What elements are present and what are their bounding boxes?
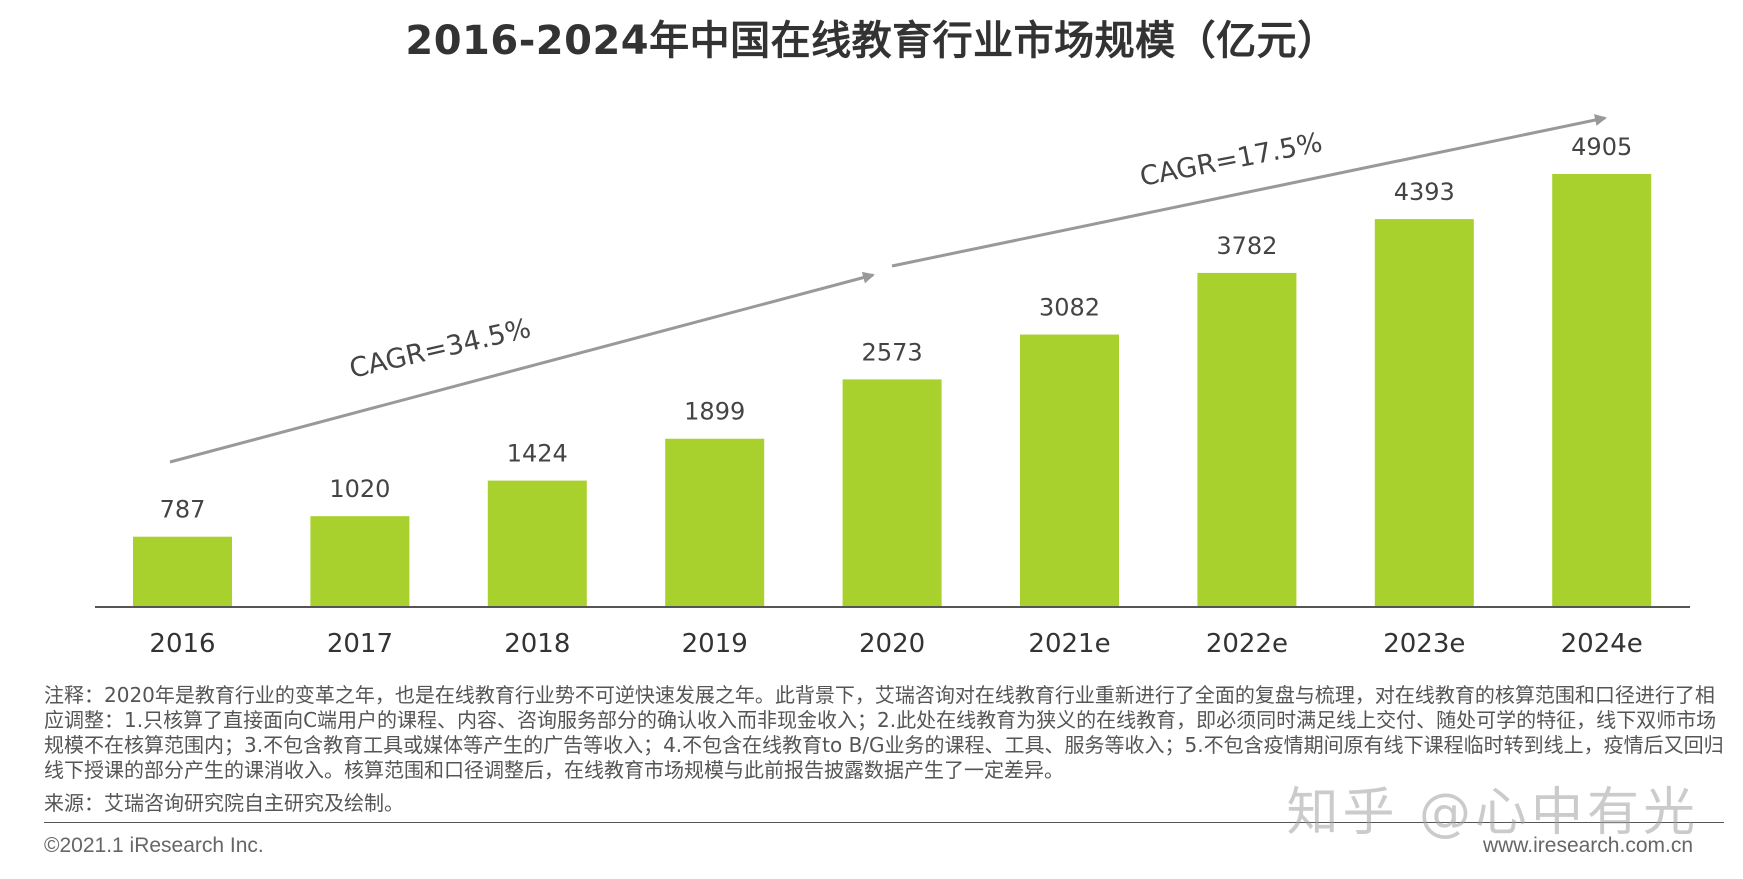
x-tick-label-2023e: 2023e [1383,629,1465,659]
x-tick-label-2016: 2016 [149,629,215,659]
bar-2024e [1552,174,1652,606]
bar-2020 [842,379,942,606]
value-label-2018: 1424 [507,440,568,468]
x-tick-label-2018: 2018 [504,629,570,659]
x-tick-label-2021e: 2021e [1028,629,1110,659]
copyright-text: ©2021.1 iResearch Inc. [44,834,264,857]
x-tick-label-2020: 2020 [859,629,925,659]
cagr-arrow-1 [169,271,875,464]
value-label-2020: 2573 [862,338,923,366]
x-tick-label-2019: 2019 [682,629,748,659]
chart-source: 来源：艾瑞咨询研究院自主研究及绘制。 [44,791,404,815]
value-label-2024e: 4905 [1571,133,1632,161]
x-tick-label-2022e: 2022e [1206,629,1288,659]
x-tick-label-2017: 2017 [327,629,393,659]
x-tick-label-2024e: 2024e [1561,629,1643,659]
bar-2018 [487,480,587,606]
value-label-2021e: 3082 [1039,294,1100,322]
website-link[interactable]: www.iresearch.com.cn [1482,834,1693,857]
value-label-2022e: 3782 [1216,232,1277,260]
bar-2023e [1374,219,1474,607]
bar-2017 [310,516,410,606]
chart-notes: 注释：2020年是教育行业的变革之年，也是在线教育行业势不可逆快速发展之年。此背… [44,683,1724,782]
bar-chart: 787 2016 1020 2017 1424 2018 1899 2019 2573 2020 3… [95,114,1690,659]
bar-2021e [1020,334,1119,606]
value-label-2023e: 4393 [1394,178,1455,206]
bar-2016 [133,536,232,606]
value-label-2016: 787 [160,496,206,524]
cagr-arrow-2 [891,114,1607,268]
watermark: 知乎 @心中有光 [1286,783,1699,843]
footer-divider [44,822,1724,823]
bar-2022e [1197,272,1297,606]
bar-2019 [665,438,765,606]
value-label-2017: 1020 [329,475,390,503]
chart-title: 2016-2024年中国在线教育行业市场规模（亿元） [405,18,1338,64]
value-label-2019: 1899 [684,398,745,426]
